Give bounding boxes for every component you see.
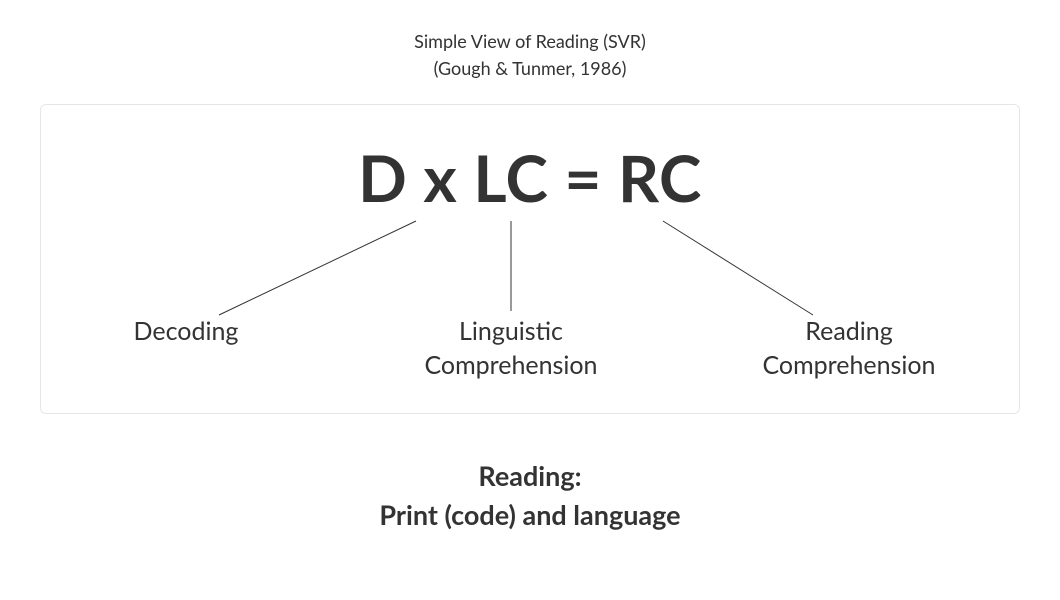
header-title: Simple View of Reading (SVR) xyxy=(414,28,646,55)
footer-line-2: Print (code) and language xyxy=(379,495,680,534)
formula: D x LC = RC xyxy=(41,139,1019,216)
header-citation: (Gough & Tunmer, 1986) xyxy=(414,55,646,82)
connector-D xyxy=(219,221,416,315)
connector-RC xyxy=(663,221,813,315)
footer-line-1: Reading: xyxy=(379,456,680,495)
page: Simple View of Reading (SVR) (Gough & Tu… xyxy=(0,0,1060,600)
node-label-RC: ReadingComprehension xyxy=(719,315,979,383)
header: Simple View of Reading (SVR) (Gough & Tu… xyxy=(414,28,646,82)
node-label-D: Decoding xyxy=(56,315,316,349)
diagram-panel: D x LC = RC Decoding LinguisticComprehens… xyxy=(40,104,1020,414)
footer: Reading: Print (code) and language xyxy=(379,456,680,534)
node-label-LC: LinguisticComprehension xyxy=(381,315,641,383)
